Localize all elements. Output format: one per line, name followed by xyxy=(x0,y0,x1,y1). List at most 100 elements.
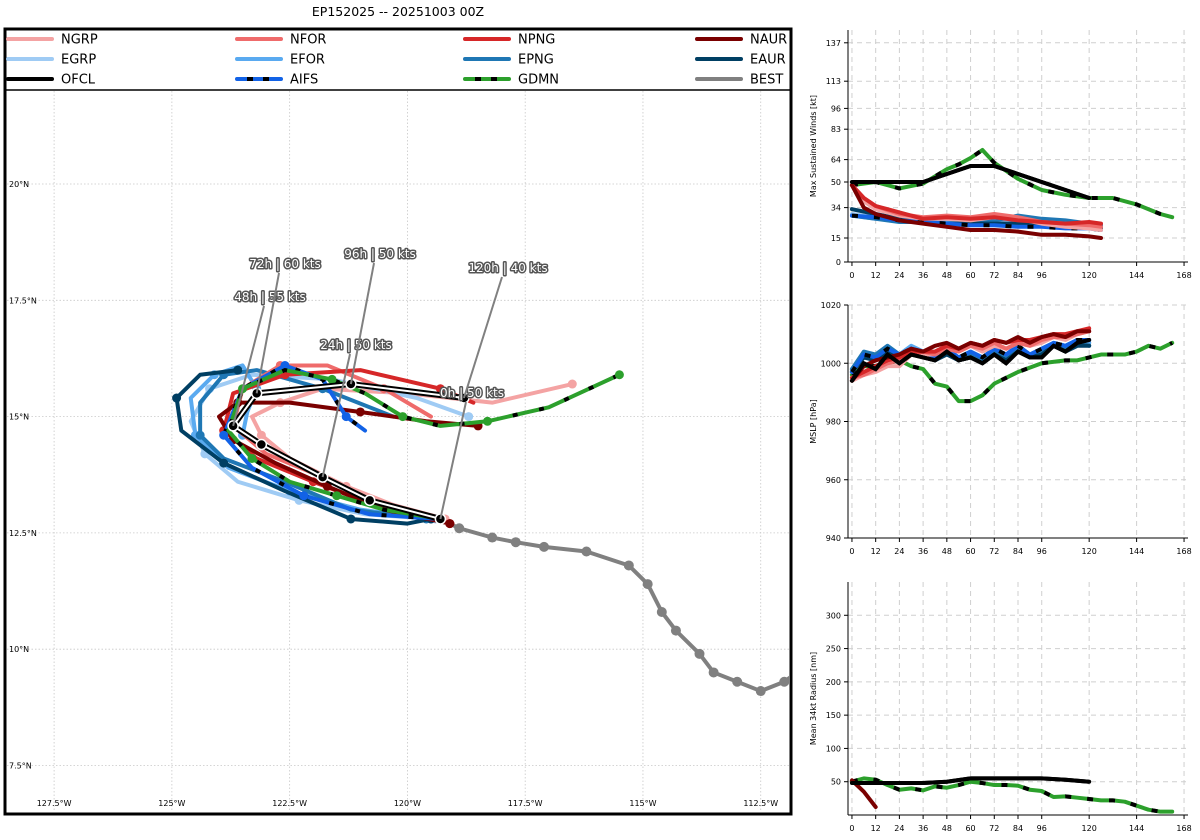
panel-x-tick-label: 168 xyxy=(1176,547,1191,556)
track-point xyxy=(255,438,268,451)
panel-x-tick-label: 0 xyxy=(849,547,854,556)
track-point xyxy=(755,686,766,697)
panel-y-tick-label: 0 xyxy=(836,258,841,267)
series-gdmn xyxy=(849,340,1175,404)
panel-series-group xyxy=(849,326,1175,404)
series-aifs xyxy=(849,337,1092,374)
track-point xyxy=(445,519,455,529)
series-line xyxy=(849,329,1092,380)
panel-y-axis-label: Mean 34kt Radius [nm] xyxy=(809,652,818,745)
figure-title: EP152025 -- 20251003 00Z xyxy=(312,4,484,19)
track-point xyxy=(332,491,342,501)
series-gdmn xyxy=(849,776,1175,814)
map-x-tick-label: 127.5°W xyxy=(37,799,72,808)
map-border xyxy=(3,27,793,816)
legend-item-nfor: NFOR xyxy=(235,33,326,48)
panel-x-tick-label: 0 xyxy=(849,824,854,833)
series-line-dash xyxy=(850,341,1174,404)
legend-label: EGRP xyxy=(61,53,96,68)
legend-label: NGRP xyxy=(61,33,98,48)
panel-x-tick-label: 24 xyxy=(894,824,904,833)
panel-x-tick-label: 96 xyxy=(1037,824,1047,833)
track-point xyxy=(327,374,337,384)
series-naur xyxy=(849,183,1104,240)
map-x-tick-label: 125°W xyxy=(158,799,185,808)
map-y-tick-label: 17.5°N xyxy=(9,296,37,305)
legend: NGRP NFOR NPNG NAUR EGRP EFOR EPNG EAUR OFCL AIFS… xyxy=(6,33,787,88)
panel-x-tick-label: 36 xyxy=(918,271,928,280)
track-map-panel: 0h | 50 kts 24h | 50 kts 48h | 55 kts 72h |… xyxy=(3,27,793,816)
panel-series-group xyxy=(849,147,1175,240)
track-best xyxy=(435,513,789,697)
track-eaur xyxy=(172,365,436,526)
legend-item-eaur: EAUR xyxy=(695,53,786,68)
track-point xyxy=(355,407,365,417)
panel-x-tick-label: 12 xyxy=(871,271,881,280)
legend-item-gdmn: GDMN xyxy=(463,73,559,88)
track-line-inner xyxy=(232,383,465,520)
panel-x-tick-label: 48 xyxy=(942,547,952,556)
track-point xyxy=(732,676,743,687)
panel-y-tick-label: 980 xyxy=(826,418,841,427)
annotation-label: 72h | 60 kts xyxy=(249,257,321,271)
legend-item-epng: EPNG xyxy=(463,53,554,68)
panel-series-group xyxy=(849,776,1175,814)
panel-x-tick-label: 168 xyxy=(1176,271,1191,280)
panel-x-tick-label: 120 xyxy=(1082,547,1097,556)
panel-x-tick-label: 96 xyxy=(1037,547,1047,556)
series-ofcl xyxy=(849,776,1092,786)
track-point xyxy=(435,384,445,394)
series-line xyxy=(849,183,1104,240)
track-point xyxy=(256,430,266,440)
series-ofcl xyxy=(849,337,1092,383)
track-point xyxy=(219,458,229,468)
panel-y-tick-label: 200 xyxy=(826,678,841,687)
panel-x-tick-label: 84 xyxy=(1013,547,1023,556)
series-line xyxy=(849,776,1175,814)
legend-label: EAUR xyxy=(750,53,786,68)
panel-x-tick-label: 144 xyxy=(1129,547,1144,556)
panel-x-tick-label: 72 xyxy=(989,547,999,556)
panel-x-tick-label: 72 xyxy=(989,824,999,833)
legend-label: AIFS xyxy=(290,73,318,88)
legend-label: BEST xyxy=(750,73,783,88)
panel-y-tick-label: 100 xyxy=(826,744,841,753)
annotation-leader xyxy=(349,262,375,385)
annotation-leader xyxy=(321,353,351,478)
map-x-tick-label: 115°W xyxy=(629,799,656,808)
intensity-panel: 0 12 24 36 48 60 72 84 96 120 144 168 0 15 34 50 64 83 96 1… xyxy=(809,30,1192,280)
legend-item-egrp: EGRP xyxy=(6,53,96,68)
track-line xyxy=(216,400,481,526)
track-point xyxy=(614,370,624,380)
panel-x-tick-label: 84 xyxy=(1013,271,1023,280)
track-point xyxy=(464,412,474,422)
track-point xyxy=(398,412,408,422)
panel-y-tick-label: 15 xyxy=(831,234,841,243)
legend-label: EPNG xyxy=(518,53,554,68)
map-y-tick-label: 15°N xyxy=(9,413,29,422)
panel-x-tick-label: 48 xyxy=(942,271,952,280)
ofcl-annotation: 24h | 50 kts xyxy=(319,337,393,478)
panel-x-tick-label: 24 xyxy=(894,271,904,280)
panel-y-tick-label: 113 xyxy=(826,77,841,86)
panel-y-tick-label: 50 xyxy=(831,778,841,787)
panel-x-tick-label: 12 xyxy=(871,547,881,556)
track-line xyxy=(438,516,789,694)
annotation-leader xyxy=(255,272,280,394)
track-gdmn xyxy=(226,368,624,524)
legend-item-aifs: AIFS xyxy=(235,73,318,88)
track-point xyxy=(623,560,634,571)
panel-y-tick-label: 50 xyxy=(831,178,841,187)
panel-x-tick-label: 60 xyxy=(965,271,975,280)
panel-y-tick-label: 940 xyxy=(826,534,841,543)
track-point xyxy=(233,365,243,375)
annotation-label: 24h | 50 kts xyxy=(320,338,392,352)
panel-x-tick-label: 36 xyxy=(918,547,928,556)
series-ofcl xyxy=(849,164,1092,200)
panel-y-tick-label: 960 xyxy=(826,476,841,485)
track-point xyxy=(642,579,653,590)
panel-y-tick-label: 137 xyxy=(826,39,841,48)
series-nfor xyxy=(849,329,1092,380)
map-background xyxy=(7,91,789,812)
